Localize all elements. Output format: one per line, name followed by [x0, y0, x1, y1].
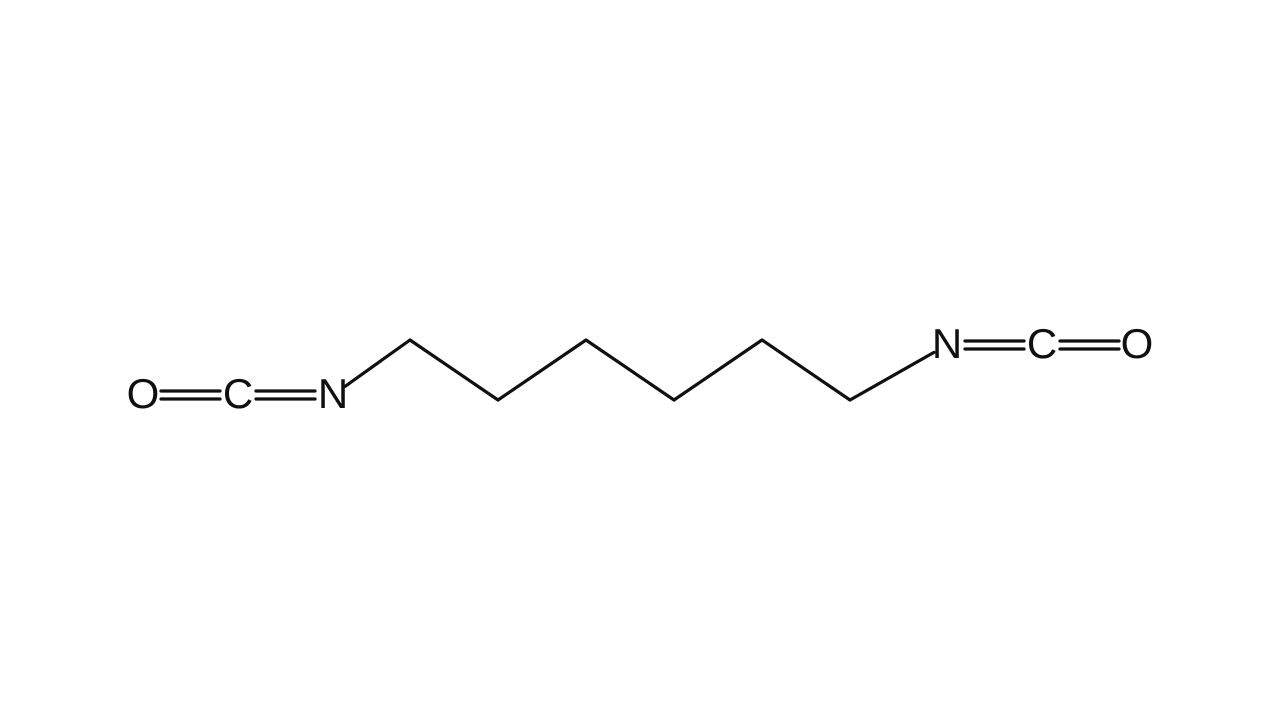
atom-label-C2: C [1027, 320, 1057, 367]
bond-line [410, 340, 498, 400]
bond-line [674, 340, 762, 400]
bond-line [498, 340, 586, 400]
bond-line [850, 352, 934, 400]
atom-label-O2: O [1121, 320, 1154, 367]
atom-label-O1: O [127, 370, 160, 417]
chemical-structure: O C N O C N [0, 0, 1280, 720]
atom-label-N2: N [932, 320, 962, 367]
bond-line [762, 340, 850, 400]
bond-line [586, 340, 674, 400]
atom-label-C1: C [223, 370, 253, 417]
bond-line [345, 340, 410, 386]
atom-label-N1: N [318, 370, 348, 417]
